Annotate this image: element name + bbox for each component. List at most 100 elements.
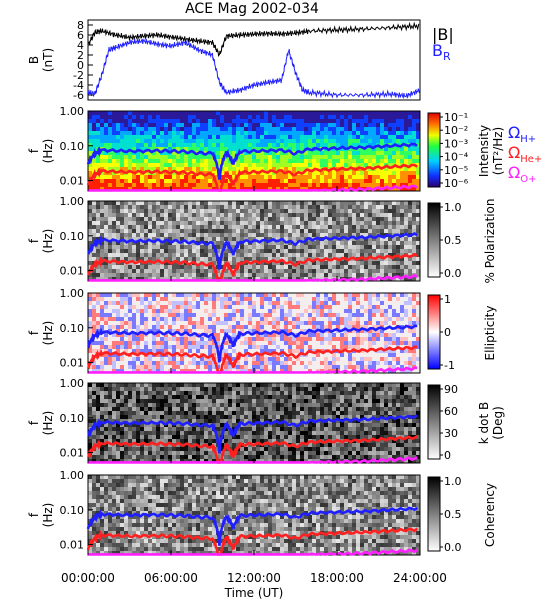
spectrogram-cell [308,245,313,250]
spectrogram-cell [368,139,373,144]
spectrogram-cell [104,167,109,172]
spectrogram-cell [136,265,141,270]
spectrogram-cell [212,253,217,258]
spectrogram-cell [92,183,97,188]
spectrogram-cell [316,233,321,238]
spectrogram-cell [312,213,317,218]
spectrogram-cell [168,293,173,298]
spectrogram-cell [100,179,105,184]
spectrogram-cell [256,269,261,274]
spectrogram-cell [100,217,105,222]
spectrogram-cell [276,183,281,188]
spectrogram-cell [372,265,377,270]
spectrogram-cell [192,337,197,342]
spectrogram-cell [288,297,293,302]
spectrogram-cell [228,209,233,214]
spectrogram-cell [388,205,393,210]
spectrogram-cell [180,209,185,214]
spectrogram-cell [400,225,405,230]
spectrogram-cell [100,253,105,258]
spectrogram-cell [284,337,289,342]
spectrogram-cell [392,249,397,254]
spectrogram-cell [92,213,97,218]
spectrogram-cell [368,365,373,370]
spectrogram-cell [352,175,357,180]
spectrogram-cell [252,171,257,176]
spectrogram-cell [176,147,181,152]
spectrogram-cell [124,131,129,136]
spectrogram-cell [136,175,141,180]
spectrogram-cell [224,305,229,310]
spectrogram-cell [368,329,373,334]
spectrogram-cell [248,159,253,164]
spectrogram-cell [360,175,365,180]
spectrogram-cell [280,225,285,230]
spectrogram-cell [272,201,277,206]
spectrogram-cell [404,127,409,132]
spectrogram-cell [320,313,325,318]
spectrogram-cell [332,151,337,156]
spectrogram-cell [268,337,273,342]
spectrogram-cell [384,175,389,180]
spectrogram-cell [368,151,373,156]
spectrogram-cell [368,131,373,136]
spectrogram-cell [144,213,149,218]
spectrogram-cell [200,217,205,222]
spectrogram-cell [328,111,333,116]
spectrogram-cell [356,333,361,338]
spectrogram-cell [316,111,321,116]
spectrogram-cell [412,179,417,184]
spectrogram-cell [192,225,197,230]
spectrogram-cell [188,337,193,342]
spectrogram-cell [296,155,301,160]
spectrogram-cell [384,115,389,120]
spectrogram-cell [272,167,277,172]
spectrogram-cell [412,217,417,222]
spectrogram-cell [224,345,229,350]
spectrogram-cell [320,155,325,160]
spectrogram-cell [224,201,229,206]
spectrogram-cell [264,325,269,330]
spectrogram-cell [88,297,93,302]
spectrogram-cell [288,317,293,322]
spectrogram-cell [292,213,297,218]
spectrogram-cell [200,225,205,230]
spectrogram-cell [200,329,205,334]
spectrogram-cell [88,241,93,246]
spectrogram-cell [372,159,377,164]
spectrogram-cell [252,337,257,342]
spectrogram-cell [148,205,153,210]
spectrogram-cell [216,309,221,314]
spectrogram-cell [280,221,285,226]
spectrogram-cell [128,345,133,350]
spectrogram-cell [144,163,149,168]
spectrogram-cell [400,151,405,156]
spectrogram-cell [328,143,333,148]
spectrogram-cell [168,365,173,370]
spectrogram-cell [260,205,265,210]
spectrogram-cell [88,261,93,266]
spectrogram-cell [228,205,233,210]
spectrogram-cell [108,237,113,242]
spectrogram-cell [324,213,329,218]
spectrogram-cell [268,249,273,254]
spectrogram-cell [276,119,281,124]
spectrogram-cell [348,205,353,210]
spectrogram-cell [140,155,145,160]
spectrogram-cell [180,213,185,218]
spectrogram-cell [132,183,137,188]
spectrogram-cell [276,135,281,140]
spectrogram-cell [340,213,345,218]
spectrogram-cell [212,341,217,346]
spectrogram-cell [108,269,113,274]
spectrogram-cell [140,167,145,172]
spectrogram-cell [208,147,213,152]
spectrogram-cell [348,131,353,136]
spectrogram-cell [148,229,153,234]
spectrogram-cell [348,209,353,214]
spectrogram-cell [132,111,137,116]
spectrogram-cell [252,297,257,302]
spectrogram-cell [140,317,145,322]
spectrogram-cell [336,313,341,318]
spectrogram-cell [148,155,153,160]
